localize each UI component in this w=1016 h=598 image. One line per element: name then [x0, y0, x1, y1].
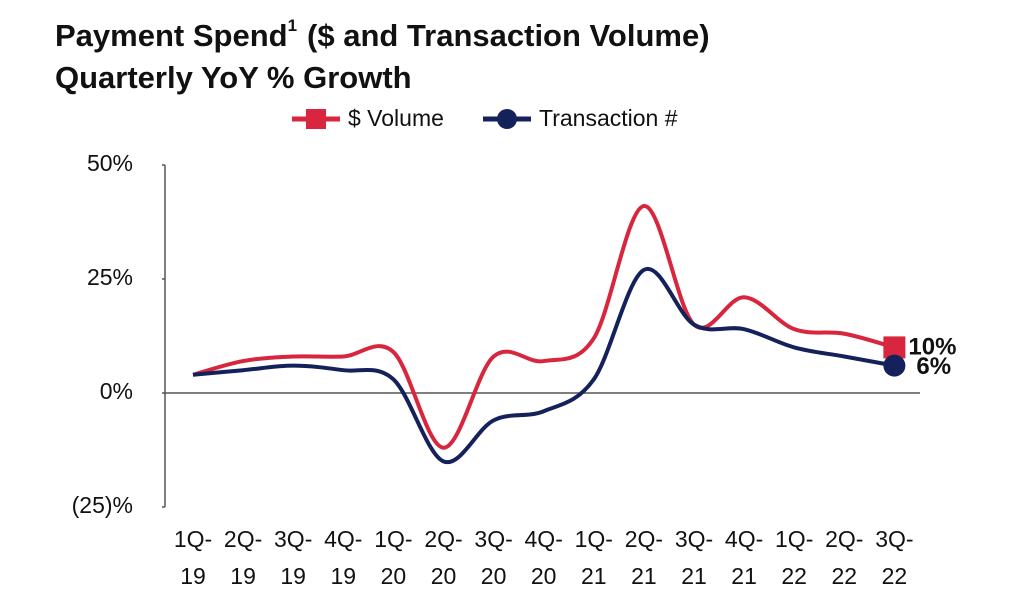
- legend-label: $ Volume: [348, 105, 444, 131]
- x-tick-label: 1Q-20: [374, 526, 413, 589]
- series-line: [192, 266, 895, 465]
- y-tick-label: 0%: [100, 378, 133, 404]
- x-tick-label: 2Q-19: [223, 526, 263, 589]
- x-tick-label: 1Q-22: [775, 526, 814, 589]
- chart-title-line: Payment Spend1 ($ and Transaction Volume): [55, 16, 710, 53]
- y-tick-label: 25%: [87, 264, 133, 290]
- x-tick-label: 3Q-22: [875, 526, 914, 589]
- chart-title-rest: ($ and Transaction Volume): [307, 18, 710, 53]
- footnote: 1: [288, 16, 297, 35]
- x-tick-label: 4Q-19: [324, 526, 363, 589]
- series-line: [192, 204, 895, 450]
- x-tick-label: 2Q-21: [624, 526, 664, 589]
- x-tick-label: 2Q-22: [825, 526, 864, 589]
- legend-marker: [497, 109, 517, 129]
- chart-title: Payment Spend: [55, 18, 288, 53]
- y-tick-label: (25)%: [72, 492, 133, 518]
- legend-marker: [306, 109, 326, 129]
- x-tick-label: 1Q-19: [173, 526, 213, 589]
- end-marker: [883, 354, 906, 377]
- x-tick-label: 3Q-21: [674, 526, 714, 589]
- y-tick-label: 50%: [87, 150, 133, 176]
- x-tick-label: 3Q-19: [274, 526, 313, 589]
- data-label: 6%: [916, 353, 951, 380]
- x-tick-label: 4Q-21: [724, 526, 764, 589]
- data-label: 10%: [908, 334, 956, 361]
- legend-label: Transaction #: [539, 105, 678, 131]
- x-tick-label: 4Q-20: [524, 526, 563, 589]
- end-marker: [883, 336, 906, 359]
- x-tick-label: 3Q-20: [474, 526, 513, 589]
- chart-subtitle: Quarterly YoY % Growth: [55, 60, 412, 95]
- x-tick-label: 1Q-21: [574, 526, 613, 589]
- x-tick-label: 2Q-20: [424, 526, 463, 589]
